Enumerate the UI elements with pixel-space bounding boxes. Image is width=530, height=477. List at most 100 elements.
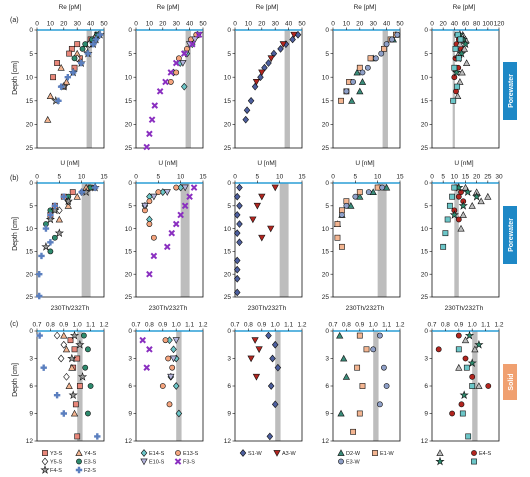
panel-c3-ytick-label: 6 xyxy=(227,383,231,390)
data-point xyxy=(394,31,401,38)
panel-a2-xtick-label: 0 xyxy=(134,21,138,28)
panel-b2: 0 5 10 15 0 5 10 15 20 25 xyxy=(125,174,207,302)
data-point xyxy=(460,39,471,49)
panel-b1-ytick-label: 15 xyxy=(26,249,34,256)
panel-b1-xtick-label: 5 xyxy=(58,174,62,181)
data-point xyxy=(195,31,203,39)
panel-c5-xtick-label: 1.0 xyxy=(468,322,477,329)
data-point xyxy=(381,364,387,371)
data-point xyxy=(461,336,470,344)
data-point xyxy=(66,50,73,57)
panel-a5-ytick-label: 10 xyxy=(421,74,429,81)
panel-c3-ytick-label: 9 xyxy=(227,411,231,418)
data-point xyxy=(356,410,363,417)
legend-label: E13-S xyxy=(183,451,199,457)
panel-c1-xtick-label: 1.1 xyxy=(86,322,95,329)
data-point xyxy=(36,271,43,278)
panel-c3-xtick-label: 0.8 xyxy=(244,322,253,329)
panel-b3-series-S1-W xyxy=(233,183,243,297)
panel-c1-xtick-label: 0.7 xyxy=(32,322,41,329)
panel-b5-ytick-label: 15 xyxy=(421,249,429,256)
panel-b5-ytick-label: 20 xyxy=(421,271,429,278)
data-point xyxy=(376,401,383,408)
panel-c2: 0.7 0.8 0.9 1.0 1.1 1.2 0 3 6 9 12 xyxy=(125,322,208,446)
data-point xyxy=(42,225,50,232)
data-point xyxy=(251,82,259,91)
legend-marker xyxy=(175,450,181,456)
panel-c5-ytick-label: 0 xyxy=(424,328,428,335)
panel-b4-series-E1-W xyxy=(334,184,381,250)
data-point xyxy=(179,60,187,67)
panel-c5-ytick-label: 12 xyxy=(421,438,429,445)
data-point xyxy=(454,92,462,99)
panel-b4-xtick-label: 15 xyxy=(396,174,404,181)
panel-c5-ytick-label: 3 xyxy=(424,356,428,363)
data-point xyxy=(485,383,492,389)
panel-b4-ytick-label: 10 xyxy=(322,226,330,233)
panel-c2-ytick-label: 9 xyxy=(128,411,132,418)
data-point xyxy=(81,187,91,197)
legend-marker xyxy=(471,458,477,465)
data-point xyxy=(356,192,364,200)
panel-a3-xtick-label: 40 xyxy=(285,21,293,28)
data-point xyxy=(162,337,169,344)
panel-a2-ytick-label: 15 xyxy=(125,98,133,105)
data-point xyxy=(350,428,356,435)
panel-b2-band xyxy=(180,183,190,297)
panel-c2-ytick-label: 12 xyxy=(125,438,133,445)
panel-b1: 0 5 10 15 0 5 10 15 20 25 xyxy=(26,174,108,302)
panel-a3-series-A3-W xyxy=(252,31,298,86)
panel-c4-ytick-label: 0 xyxy=(325,328,329,335)
data-point xyxy=(74,355,81,362)
panel-b3-xtick-label: 5 xyxy=(256,174,260,181)
data-point xyxy=(369,188,377,196)
panel-a4-series-E3-W xyxy=(343,31,401,95)
panel-a3-xtick-label: 10 xyxy=(245,21,253,28)
panel-b3-xtick-label: 15 xyxy=(298,174,306,181)
data-point xyxy=(85,410,91,417)
panel-c3: 0.7 0.8 0.9 1.0 1.1 1.2 0 3 6 9 12 xyxy=(224,322,307,446)
data-point xyxy=(458,68,466,76)
data-point xyxy=(233,192,241,201)
panel-b1-ytick-label: 20 xyxy=(26,271,34,278)
panel-b2-ytick-label: 15 xyxy=(125,249,133,256)
data-point xyxy=(252,373,261,381)
data-point xyxy=(457,36,464,43)
panel-b3: 0 5 10 15 0 5 10 15 20 25 xyxy=(224,174,306,302)
panel-b5-series-unlabeled-3 xyxy=(440,184,458,250)
legend-panel-2: E14-S E13-S E10-S F3-S xyxy=(140,449,199,466)
data-point xyxy=(167,373,175,381)
legend-marker xyxy=(76,458,82,465)
panel-b4-ytick-label: 0 xyxy=(325,180,329,187)
title-a4: Re [pM] xyxy=(354,4,377,11)
panel-b5-ytick-label: 10 xyxy=(421,226,429,233)
data-point xyxy=(47,248,54,255)
data-point xyxy=(64,202,72,209)
panel-b5-xtick-label: 20 xyxy=(473,174,481,181)
panel-a4-frame xyxy=(332,29,401,149)
data-point xyxy=(343,202,350,209)
panel-c3-xtick-label: 1.2 xyxy=(297,322,306,329)
data-point xyxy=(462,355,469,362)
panel-c1-series-E3-S xyxy=(81,332,94,417)
panel-c3-xtick-label: 1.1 xyxy=(284,322,293,329)
data-point xyxy=(347,202,355,209)
panel-b5-xtick-label: 0 xyxy=(430,174,434,181)
panel-a1-xtick-label: 30 xyxy=(74,21,82,28)
panel-a2-xtick-label: 30 xyxy=(173,21,181,28)
data-point xyxy=(356,64,363,71)
panel-c3-xtick-label: 1.0 xyxy=(271,322,280,329)
panel-a1-xtick-label: 10 xyxy=(47,21,55,28)
panel-c2-xtick-label: 1.1 xyxy=(185,322,194,329)
legend-panel-1: Y3-S Y4-S Y5-S E3-S F4-S F2-S xyxy=(40,449,97,474)
data-point xyxy=(60,193,67,200)
panel-c1: 0.7 0.8 0.9 1.0 1.1 1.2 0 3 6 9 12 xyxy=(26,322,109,446)
data-point xyxy=(267,225,275,233)
panel-a4: 0 10 20 30 40 50 0 5 10 15 20 25 xyxy=(322,21,404,153)
data-point xyxy=(233,256,241,265)
data-point xyxy=(389,36,395,43)
data-point xyxy=(247,96,255,105)
data-point xyxy=(175,409,183,418)
data-point xyxy=(450,97,457,104)
